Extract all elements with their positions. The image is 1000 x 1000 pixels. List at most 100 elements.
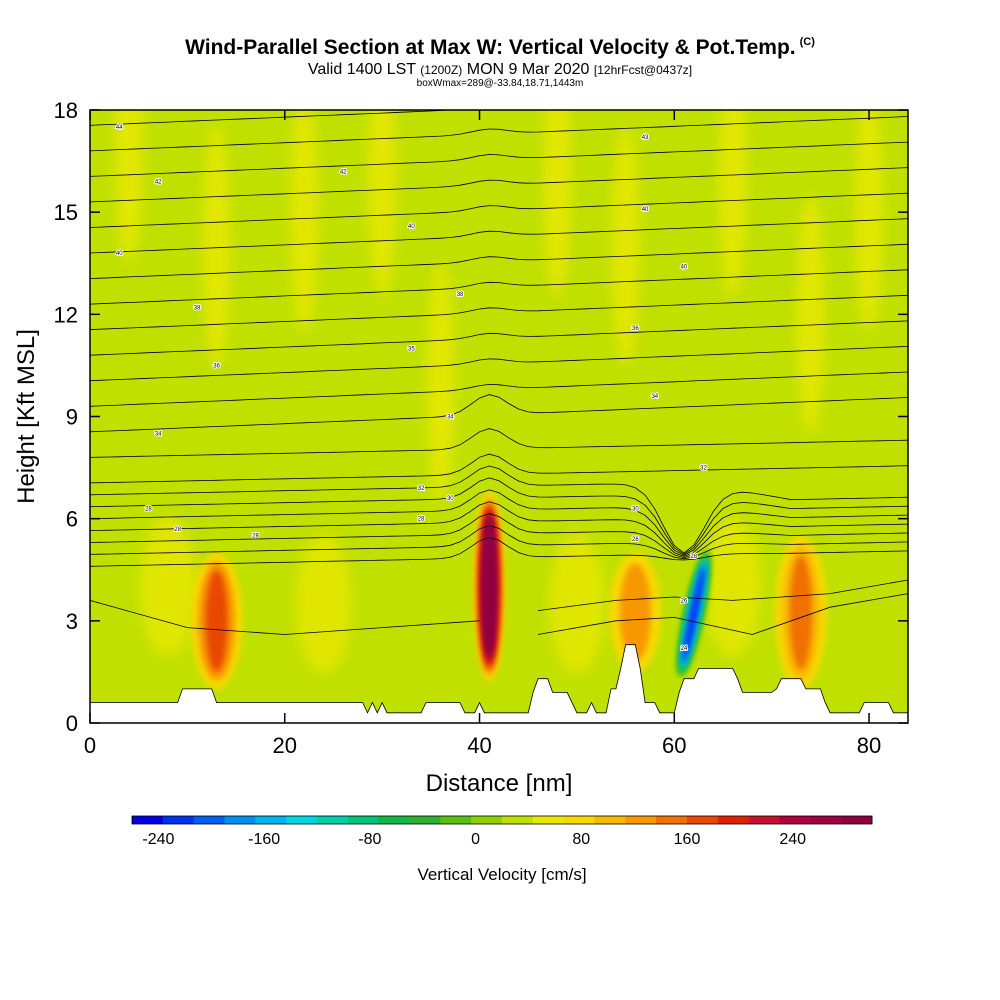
theta-contour-line <box>90 537 908 567</box>
contour-label: 44 <box>116 125 123 131</box>
colorbar-tick-label: 240 <box>779 831 806 848</box>
colorbar-swatch <box>841 816 873 824</box>
theta-contour-line <box>90 453 908 484</box>
weak-updraft-band <box>202 126 231 367</box>
contour-label: 40 <box>408 224 415 230</box>
y-tick-label: 3 <box>66 609 78 634</box>
theta-contour-line <box>90 525 908 560</box>
weak-updraft-band <box>426 262 455 503</box>
theta-contour-line <box>90 294 908 331</box>
y-tick-label: 0 <box>66 711 78 736</box>
contour-label: 43 <box>642 135 649 141</box>
contour-label: 26 <box>681 598 688 604</box>
terrain-profile <box>90 644 908 723</box>
contour-label: 30 <box>632 506 639 512</box>
theta-contour-line <box>90 346 908 382</box>
colorbar-tick-label: 80 <box>572 831 590 848</box>
downdraft-core <box>683 568 704 660</box>
updraft-core <box>789 555 813 670</box>
chart-subtitle: Valid 1400 LST (1200Z) MON 9 Mar 2020 [1… <box>307 61 693 78</box>
weak-updraft-band <box>295 533 352 674</box>
theta-contour-line <box>90 465 908 554</box>
weak-updraft-band <box>718 110 747 299</box>
theta-contour-line <box>537 579 908 611</box>
theta-contour-line <box>90 394 908 433</box>
colorbar-swatch <box>532 816 565 824</box>
colorbar-swatch <box>748 816 780 824</box>
x-tick-label: 60 <box>662 733 686 758</box>
updraft-core <box>619 563 651 662</box>
y-tick-label: 15 <box>54 200 78 225</box>
weak-updraft-band <box>543 110 572 299</box>
colorbar-tick-label: -160 <box>248 831 280 848</box>
contour-label: 28 <box>174 527 181 533</box>
updraft-core <box>486 526 493 647</box>
contour-label: 32 <box>418 486 425 492</box>
theta-contour-line <box>90 320 908 356</box>
contour-label: 38 <box>457 292 464 298</box>
colorbar-swatch <box>224 816 256 824</box>
theta-contour-line <box>90 269 908 305</box>
contour-label: 28 <box>145 506 152 512</box>
contour-label: 28 <box>418 517 425 523</box>
colorbar-swatch <box>656 816 688 824</box>
theta-contour-line <box>90 66 908 100</box>
x-tick-label: 0 <box>84 733 96 758</box>
contour-label: 34 <box>651 394 658 400</box>
colorbar-swatch <box>317 816 349 824</box>
y-tick-label: 9 <box>66 405 78 430</box>
copyright-mark: (C) <box>799 36 815 48</box>
colorbar-swatch <box>687 816 719 824</box>
x-tick-label: 80 <box>857 733 881 758</box>
colorbar-swatch <box>563 816 595 824</box>
contour-label: 38 <box>194 306 201 312</box>
updraft-core <box>205 570 228 672</box>
theta-contour-line <box>90 600 480 635</box>
y-axis-label: Height [Kft MSL] <box>13 329 40 504</box>
theta-contour-line <box>90 428 908 458</box>
weak-updraft-band <box>704 516 761 657</box>
x-tick-label: 20 <box>273 733 297 758</box>
colorbar-swatch <box>779 816 811 824</box>
colorbar-swatch <box>440 816 472 824</box>
weak-updraft-band <box>855 110 884 333</box>
contour-label: 40 <box>681 265 688 271</box>
contour-label: 36 <box>632 326 639 332</box>
colorbar-swatch <box>502 816 534 824</box>
contour-label: 28 <box>252 534 259 540</box>
colorbar-swatch <box>286 816 318 824</box>
colorbar-swatch <box>255 816 287 824</box>
theta-contour-line <box>90 116 908 152</box>
terrain-mask <box>90 644 908 723</box>
colorbar-swatch <box>409 816 441 824</box>
theta-contour-line <box>90 501 908 557</box>
weak-updraft-band <box>114 110 143 265</box>
theta-contour-line <box>90 167 908 203</box>
contour-label: 30 <box>447 496 454 502</box>
theta-contour-line <box>90 110 452 126</box>
colorbar-swatch <box>347 816 380 824</box>
colorbar-swatch <box>471 816 503 824</box>
x-axis-label: Distance [nm] <box>426 770 573 797</box>
theta-contour-line <box>90 243 908 279</box>
theta-contour-line <box>90 477 908 555</box>
colorbar-tick-label: -80 <box>358 831 381 848</box>
theta-contour-line <box>90 371 908 407</box>
theta-contour-line <box>537 593 908 635</box>
colorbar-frame <box>131 815 873 825</box>
theta-contour-line <box>90 192 908 228</box>
contour-label: 40 <box>116 251 123 257</box>
colorbar-swatch <box>594 816 626 824</box>
x-tick-label: 40 <box>467 733 491 758</box>
weak-updraft-band <box>611 126 640 367</box>
y-tick-label: 18 <box>54 98 78 123</box>
y-tick-label: 6 <box>66 507 78 532</box>
colorbar-swatch <box>378 816 410 824</box>
theta-contour-line <box>90 513 908 559</box>
contour-label: 40 <box>642 207 649 213</box>
colorbar-tick-label: 0 <box>471 831 480 848</box>
contour-label: 26 <box>632 537 639 543</box>
contour-label: 32 <box>700 466 707 472</box>
colorbar-swatch <box>162 816 195 824</box>
